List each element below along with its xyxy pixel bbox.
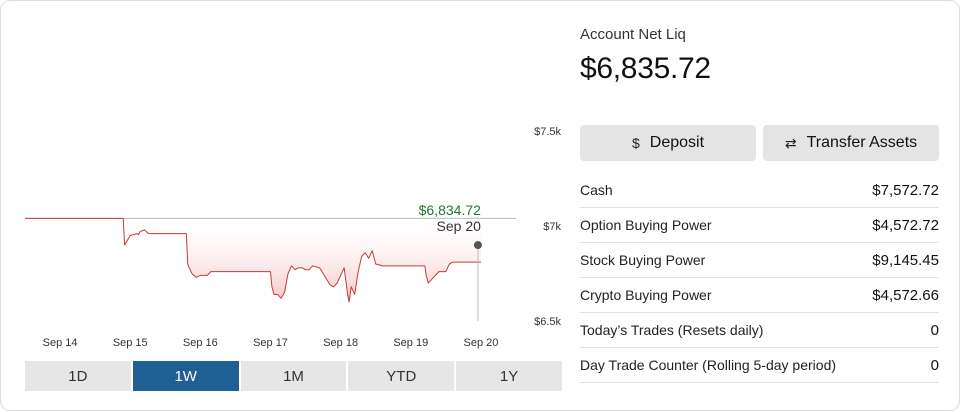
balance-row-cash: Cash $7,572.72 bbox=[580, 173, 939, 208]
range-button-1w[interactable]: 1W bbox=[132, 361, 239, 391]
range-button-1y[interactable]: 1Y bbox=[456, 361, 562, 391]
range-button-ytd[interactable]: YTD bbox=[348, 361, 455, 391]
balance-row-crypto-buying-power: Crypto Buying Power $4,572.66 bbox=[580, 278, 939, 313]
balance-row-stock-buying-power: Stock Buying Power $9,145.45 bbox=[580, 243, 939, 278]
x-tick-label: Sep 16 bbox=[183, 337, 218, 349]
net-liq-series-line bbox=[25, 217, 481, 303]
balance-label: Today’s Trades (Resets daily) bbox=[580, 322, 764, 338]
balances-list: Cash $7,572.72 Option Buying Power $4,57… bbox=[580, 173, 939, 383]
range-button-1d[interactable]: 1D bbox=[25, 361, 131, 391]
balance-value: 0 bbox=[930, 321, 939, 339]
balance-label: Cash bbox=[580, 182, 613, 198]
transfer-assets-button[interactable]: ⇄ Transfer Assets bbox=[763, 125, 939, 161]
balance-row-option-buying-power: Option Buying Power $4,572.72 bbox=[580, 208, 939, 243]
balance-label: Stock Buying Power bbox=[580, 252, 706, 268]
account-net-liq-title: Account Net Liq bbox=[580, 26, 686, 43]
y-tick-label: $7.5k bbox=[534, 126, 561, 138]
balance-value: $9,145.45 bbox=[872, 251, 939, 269]
hover-dot bbox=[473, 241, 482, 250]
hover-value-label: $6,834.72 bbox=[419, 202, 481, 218]
x-tick-label: Sep 17 bbox=[253, 337, 288, 349]
time-range-selector: 1D 1W 1M YTD 1Y bbox=[25, 361, 562, 391]
x-tick-label: Sep 14 bbox=[43, 337, 78, 349]
y-tick-label: $6.5k bbox=[534, 316, 561, 328]
balance-value: 0 bbox=[930, 356, 939, 374]
balance-label: Crypto Buying Power bbox=[580, 287, 712, 303]
x-tick-label: Sep 15 bbox=[113, 337, 148, 349]
range-button-1m[interactable]: 1M bbox=[240, 361, 347, 391]
deposit-label: Deposit bbox=[649, 134, 705, 151]
balance-value: $4,572.72 bbox=[872, 216, 939, 234]
transfer-arrows-icon: ⇄ bbox=[784, 134, 797, 151]
balance-row-todays-trades: Today’s Trades (Resets daily) 0 bbox=[580, 313, 939, 348]
hover-date-label: Sep 20 bbox=[437, 218, 482, 234]
transfer-assets-label: Transfer Assets bbox=[806, 134, 918, 151]
x-tick-label: Sep 20 bbox=[463, 337, 498, 349]
account-actions: $ Deposit ⇄ Transfer Assets bbox=[580, 125, 939, 161]
y-tick-label: $7k bbox=[543, 221, 561, 233]
loss-area-fill bbox=[25, 218, 481, 302]
x-tick-label: Sep 19 bbox=[393, 337, 428, 349]
balance-label: Day Trade Counter (Rolling 5-day period) bbox=[580, 357, 837, 373]
account-summary-panel: Account Net Liq $6,835.72 $ Deposit ⇄ Tr… bbox=[580, 1, 939, 412]
account-net-liq-value: $6,835.72 bbox=[580, 52, 711, 85]
balance-label: Option Buying Power bbox=[580, 217, 712, 233]
x-tick-label: Sep 18 bbox=[323, 337, 358, 349]
balance-row-day-trade-counter: Day Trade Counter (Rolling 5-day period)… bbox=[580, 348, 939, 383]
balance-value: $7,572.72 bbox=[872, 181, 939, 199]
dollar-icon: $ bbox=[631, 135, 640, 151]
deposit-button[interactable]: $ Deposit bbox=[580, 125, 756, 161]
balance-value: $4,572.66 bbox=[872, 286, 939, 304]
